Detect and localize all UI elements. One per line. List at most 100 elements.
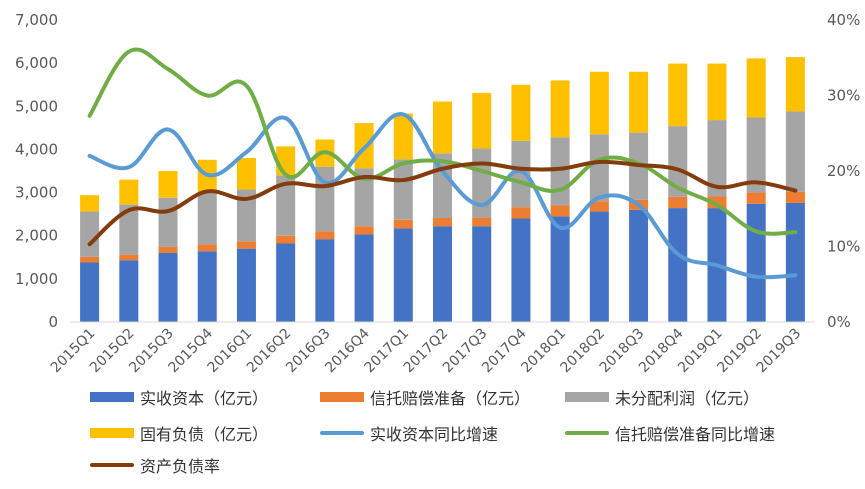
legend-item: 固有负债（亿元） (90, 420, 268, 446)
x-axis: 2015Q12015Q22015Q32015Q42016Q12016Q22016… (48, 321, 815, 376)
bar-2-2017Q4 (511, 207, 531, 219)
legend-label: 资产负债率 (140, 457, 221, 476)
bar-1-2018Q2 (589, 211, 609, 322)
bar-1-2017Q3 (472, 226, 492, 322)
bar-2-2015Q3 (158, 246, 178, 253)
bar-4-2015Q1 (80, 195, 100, 212)
bar-2-2015Q2 (119, 254, 139, 261)
y-left-tick-label: 4,000 (15, 140, 58, 158)
bar-1-2019Q2 (746, 203, 766, 322)
bar-3-2015Q3 (158, 197, 178, 247)
bar-4-2016Q1 (236, 158, 256, 190)
bar-3-2018Q4 (668, 126, 688, 197)
line-series-3 (87, 159, 798, 247)
bar-1-2016Q3 (315, 239, 335, 322)
legend-label: 信托赔偿准备同比增速 (615, 425, 776, 444)
legend-label: 未分配利润（亿元） (615, 389, 760, 408)
y-left-tick-label: 3,000 (15, 184, 58, 202)
bar-1-2015Q4 (197, 251, 217, 322)
legend-item: 资产负债率 (90, 452, 220, 478)
bar-4-2015Q3 (158, 171, 178, 198)
y-left-tick-label: 6,000 (15, 54, 58, 72)
bar-3-2016Q2 (276, 175, 296, 236)
bar-3-2015Q2 (119, 204, 139, 255)
bar-3-2018Q2 (589, 134, 609, 202)
bar-3-2016Q1 (236, 189, 256, 242)
y-right-tick-label: 30% (827, 87, 860, 105)
bar-1-2016Q1 (236, 248, 256, 322)
bar-4-2017Q3 (472, 92, 492, 149)
line-series-1 (87, 112, 798, 280)
bar-1-2017Q4 (511, 218, 531, 322)
bar-3-2019Q1 (707, 120, 727, 197)
bar-1-2017Q2 (433, 226, 452, 322)
legend-swatch (90, 392, 134, 402)
bar-2-2017Q2 (433, 218, 452, 227)
y-right-tick-label: 40% (827, 11, 860, 29)
bar-3-2016Q4 (354, 168, 374, 227)
legend-label: 信托赔偿准备（亿元） (370, 389, 531, 408)
line-series-group (87, 47, 798, 280)
bar-3-2015Q4 (197, 192, 217, 245)
bar-3-2019Q2 (746, 117, 766, 193)
bar-3-2018Q1 (550, 137, 570, 206)
legend-item: 实收资本同比增速 (320, 420, 498, 446)
bar-4-2018Q1 (550, 80, 570, 138)
y-right-tick-label: 20% (827, 162, 860, 180)
bar-2-2015Q4 (197, 244, 217, 252)
bar-2-2015Q1 (80, 256, 100, 263)
bar-2-2016Q4 (354, 226, 374, 235)
bar-1-2016Q2 (276, 243, 296, 322)
bar-1-2015Q3 (158, 252, 178, 322)
y-left-tick-label: 7,000 (15, 11, 58, 29)
legend-swatch (320, 392, 364, 402)
bar-1-2017Q1 (393, 228, 413, 322)
bar-3-2017Q3 (472, 148, 492, 218)
bar-4-2017Q2 (433, 101, 452, 154)
bar-3-2017Q4 (511, 140, 531, 208)
bar-1-2015Q1 (80, 262, 100, 322)
bar-2-2019Q3 (785, 191, 805, 203)
y-left-tick-label: 1,000 (15, 270, 58, 288)
bar-4-2018Q2 (589, 71, 609, 135)
bar-series-group (80, 57, 805, 322)
bar-4-2019Q3 (785, 57, 805, 112)
bar-2-2018Q1 (550, 205, 570, 217)
bar-4-2017Q4 (511, 84, 531, 141)
bar-1-2015Q2 (119, 260, 139, 322)
bar-4-2019Q1 (707, 63, 727, 121)
bar-4-2017Q1 (393, 113, 413, 160)
legend-item: 实收资本（亿元） (90, 384, 268, 410)
bar-3-2017Q1 (393, 159, 413, 220)
legend-label: 固有负债（亿元） (140, 425, 269, 444)
bar-1-2019Q3 (785, 202, 805, 322)
legend-swatch (565, 431, 609, 435)
bar-3-2015Q1 (80, 211, 100, 257)
y-axis-left: 0 1,000 2,000 3,000 4,000 5,000 6,000 7,000 (15, 11, 58, 331)
y-right-tick-label: 10% (827, 238, 860, 256)
y-left-tick-label: 5,000 (15, 97, 58, 115)
bar-2-2018Q4 (668, 196, 688, 209)
legend-label: 实收资本（亿元） (140, 389, 269, 408)
y-right-tick-label: 0% (827, 313, 851, 331)
bar-2-2016Q1 (236, 241, 256, 249)
bar-1-2018Q3 (629, 209, 649, 322)
bar-1-2018Q1 (550, 216, 570, 322)
bar-4-2015Q2 (119, 179, 139, 205)
bar-4-2019Q2 (746, 58, 766, 118)
bar-3-2019Q3 (785, 111, 805, 192)
legend-item: 信托赔偿准备同比增速 (565, 420, 775, 446)
bar-4-2018Q4 (668, 63, 688, 127)
bar-2-2018Q2 (589, 201, 609, 212)
y-axis-right: 0% 10% 20% 30% 40% (827, 11, 860, 331)
y-left-tick-label: 2,000 (15, 227, 58, 245)
bar-1-2016Q4 (354, 234, 374, 322)
legend-label: 实收资本同比增速 (370, 425, 499, 444)
legend-swatch (320, 431, 364, 435)
legend-swatch (565, 392, 609, 402)
bar-4-2018Q3 (629, 71, 649, 133)
legend-item: 信托赔偿准备（亿元） (320, 384, 530, 410)
bar-2-2016Q2 (276, 235, 296, 244)
bar-2-2016Q3 (315, 231, 335, 240)
